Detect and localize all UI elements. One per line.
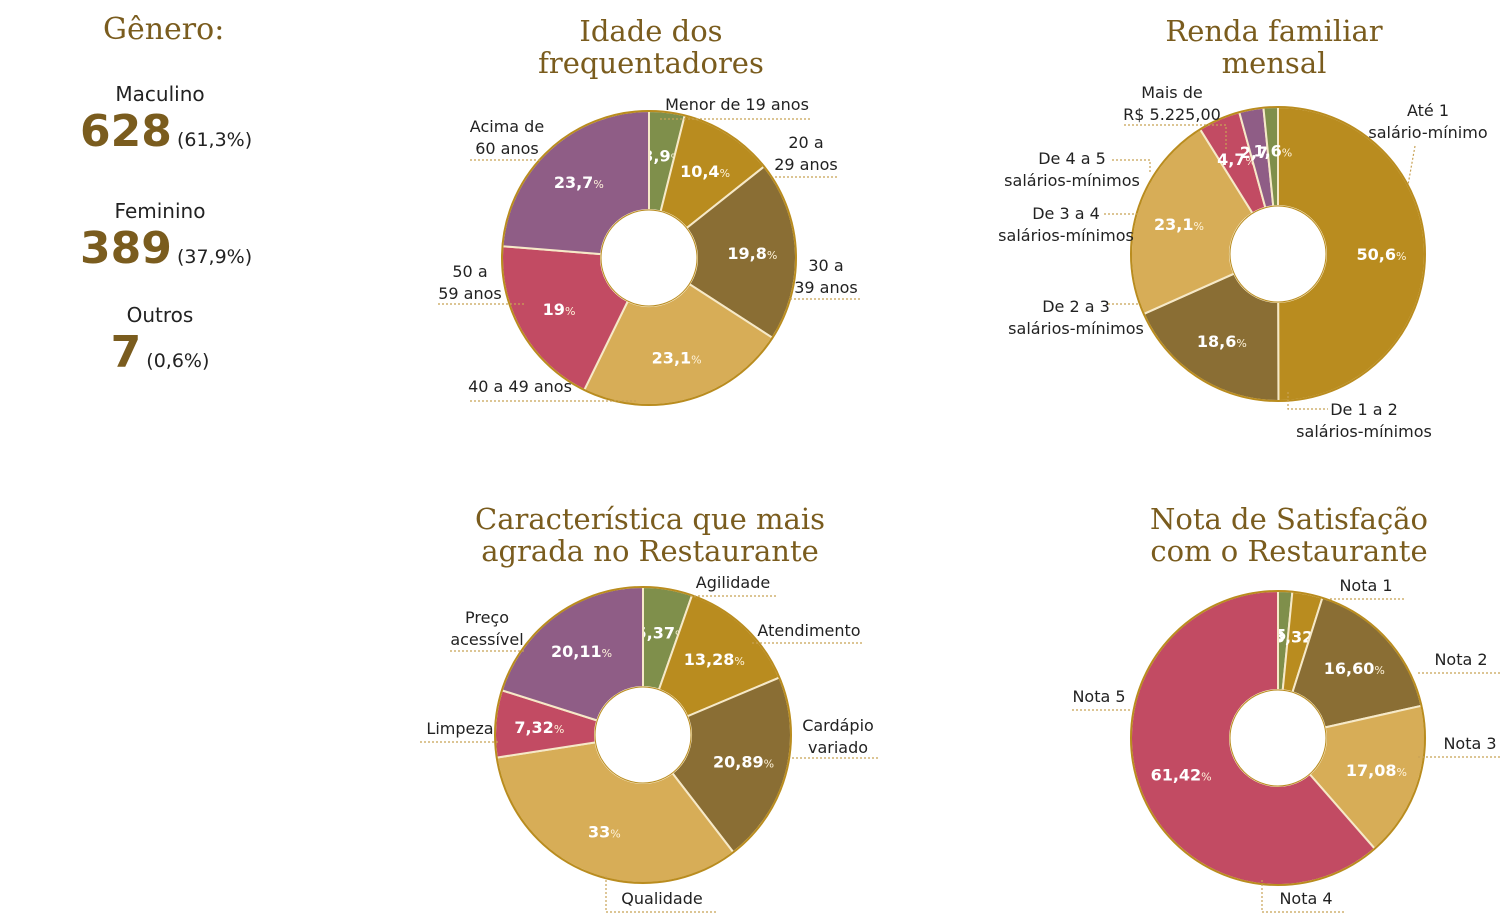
chart-title-line: Característica que mais bbox=[475, 502, 825, 536]
slice-value-label: 23,7% bbox=[554, 173, 604, 192]
chart-title-line: Idade dos bbox=[579, 14, 722, 48]
slice-value-label: 4,7% bbox=[1217, 150, 1256, 169]
category-label: De 2 a 3 salários-mínimos bbox=[1008, 297, 1144, 338]
donut-hole bbox=[1229, 689, 1327, 787]
slice-value-label: 33% bbox=[588, 823, 621, 842]
chart-title-line: Renda familiar bbox=[1165, 14, 1382, 48]
category-label: Cardápio variado bbox=[802, 716, 874, 757]
gender-female-count: 389 bbox=[80, 223, 172, 274]
slice-value-label: 20,89% bbox=[713, 753, 774, 772]
category-label: Limpeza bbox=[426, 719, 493, 738]
chart-title-line: Nota de Satisfação bbox=[1150, 502, 1428, 536]
category-label: 20 a 29 anos bbox=[774, 133, 838, 174]
gender-other-pct: (0,6%) bbox=[146, 350, 210, 372]
slice-value-label: 19% bbox=[543, 300, 576, 319]
donut-outline bbox=[501, 110, 797, 406]
category-label: Nota 2 bbox=[1434, 650, 1487, 669]
category-label: Nota 4 bbox=[1279, 889, 1332, 908]
category-label: 50 a 59 anos bbox=[438, 262, 502, 303]
chart-title-line: com o Restaurante bbox=[1150, 534, 1427, 568]
slice-value-label: 17,08% bbox=[1346, 761, 1407, 780]
donut-hole bbox=[600, 209, 698, 307]
category-label: De 3 a 4 salários-mínimos bbox=[998, 204, 1134, 245]
category-label: Atendimento bbox=[757, 621, 860, 640]
donut-hole bbox=[594, 686, 692, 784]
gender-female: Feminino 389 (37,9%) bbox=[80, 199, 252, 274]
donut-hole bbox=[1229, 205, 1327, 303]
gender-male-label: Maculino bbox=[115, 82, 205, 106]
slice-value-label: 23,1% bbox=[1154, 215, 1204, 234]
leader-line bbox=[1287, 392, 1328, 410]
leader-line bbox=[1261, 880, 1346, 913]
category-label: Qualidade bbox=[621, 889, 702, 908]
leader-line bbox=[1112, 159, 1151, 174]
leader-line bbox=[1407, 145, 1416, 186]
gender-other-count: 7 bbox=[110, 327, 142, 378]
slice-value-label: 23,1% bbox=[652, 349, 702, 368]
category-label: Nota 5 bbox=[1072, 687, 1125, 706]
slice-value-label: 20,11% bbox=[551, 642, 612, 661]
slice-value-label: 50,6% bbox=[1357, 245, 1407, 264]
category-label: De 1 a 2 salários-mínimos bbox=[1296, 400, 1432, 441]
category-label: 30 a 39 anos bbox=[794, 256, 858, 297]
category-label: Menor de 19 anos bbox=[665, 95, 809, 114]
gender-male: Maculino 628 (61,3%) bbox=[80, 82, 252, 157]
category-label: Mais de R$ 5.225,00 bbox=[1123, 83, 1221, 124]
category-label: Preço acessível bbox=[450, 608, 523, 649]
donut-outline bbox=[1130, 106, 1426, 402]
leader-line bbox=[1124, 124, 1227, 150]
category-label: Até 1 salário-mínimo bbox=[1368, 101, 1487, 142]
donut-outline bbox=[494, 586, 792, 884]
gender-other: Outros 7 (0,6%) bbox=[80, 303, 240, 378]
donut-chart-2: Renda familiarmensal50,6%18,6%23,1%4,7%2… bbox=[998, 14, 1487, 441]
slice-value-label: 61,42% bbox=[1151, 765, 1212, 784]
slice-value-label: 18,6% bbox=[1197, 332, 1247, 351]
leader-line bbox=[605, 876, 718, 913]
category-label: Acima de 60 anos bbox=[470, 117, 544, 158]
category-label: De 4 a 5 salários-mínimos bbox=[1004, 149, 1140, 190]
gender-other-label: Outros bbox=[126, 303, 194, 327]
slice-value-label: 16,60% bbox=[1324, 659, 1385, 678]
gender-female-pct: (37,9%) bbox=[176, 246, 253, 268]
gender-female-label: Feminino bbox=[114, 199, 206, 223]
category-label: Agilidade bbox=[696, 573, 770, 592]
gender-male-pct: (61,3%) bbox=[176, 129, 253, 151]
slice-value-label: 19,8% bbox=[727, 244, 777, 263]
slice-value-label: 13,28% bbox=[684, 650, 745, 669]
gender-title: Gênero: bbox=[103, 12, 225, 47]
chart-title-line: agrada no Restaurante bbox=[481, 534, 819, 568]
gender-male-count: 628 bbox=[80, 106, 172, 157]
category-label: 40 a 49 anos bbox=[468, 377, 572, 396]
chart-title-line: mensal bbox=[1222, 46, 1327, 80]
donut-chart-1: Idade dosfrequentadores3,9%10,4%19,8%23,… bbox=[438, 14, 860, 406]
slice-value-label: 7,32% bbox=[514, 718, 564, 737]
category-label: Nota 3 bbox=[1443, 734, 1496, 753]
slice-value-label: 10,4% bbox=[680, 162, 730, 181]
category-label: Nota 1 bbox=[1339, 576, 1392, 595]
donut-outline bbox=[1130, 590, 1426, 886]
slice-value-label: 1,6% bbox=[1253, 142, 1292, 161]
chart-title-line: frequentadores bbox=[538, 46, 764, 80]
